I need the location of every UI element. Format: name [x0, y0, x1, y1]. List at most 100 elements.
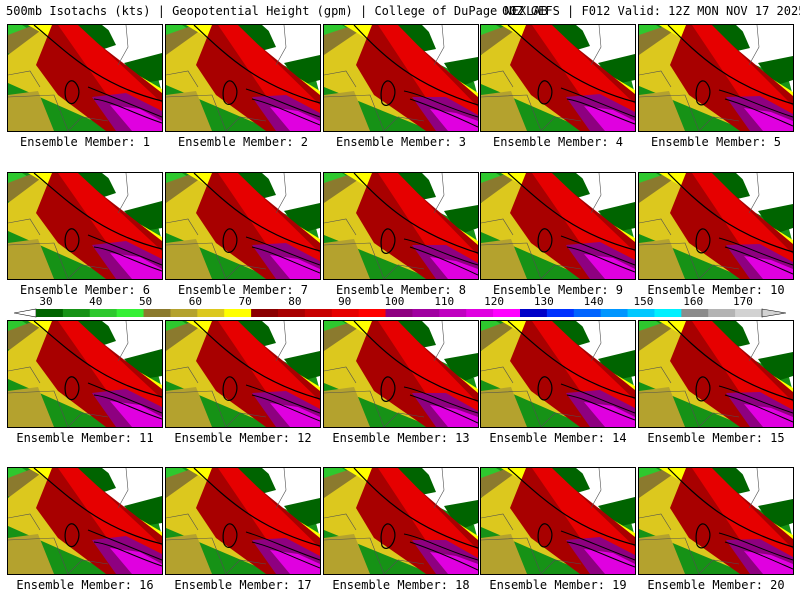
- colorbar-swatch: [654, 309, 682, 317]
- colorbar-right-arrow: [761, 308, 786, 318]
- ensemble-member-label: Ensemble Member: 5: [650, 135, 782, 149]
- map-header: 500mb Isotachs (kts) | Geopotential Heig…: [0, 0, 800, 22]
- ensemble-member-label: Ensemble Member: 19: [489, 578, 627, 592]
- ensemble-member-label: Ensemble Member: 16: [16, 578, 154, 592]
- colorbar-tick-label: 60: [188, 295, 202, 308]
- colorbar-swatch: [493, 309, 521, 317]
- ensemble-member-label: Ensemble Member: 13: [332, 431, 470, 445]
- colorbar-swatch: [170, 309, 198, 317]
- isotach-map: [324, 321, 478, 427]
- colorbar-tick-label: 130: [533, 295, 554, 308]
- ensemble-member-label: Ensemble Member: 12: [174, 431, 312, 445]
- header-title-right: 00Z GEFS | F012 Valid: 12Z MON NOV 17 20…: [502, 4, 800, 18]
- ensemble-map-panel: [323, 320, 479, 428]
- isotach-map: [639, 468, 793, 574]
- isotach-colorbar: 30 40 50 60 70 80 90 100 110 120 130 140 150 160 170: [14, 296, 786, 320]
- colorbar-swatch: [251, 309, 279, 317]
- ensemble-member-label: Ensemble Member: 18: [332, 578, 470, 592]
- colorbar-swatch: [36, 309, 64, 317]
- ensemble-map-panel: [638, 172, 794, 280]
- ensemble-map-panel: [638, 467, 794, 575]
- colorbar-swatch: [681, 309, 709, 317]
- isotach-map: [324, 25, 478, 131]
- ensemble-map-panel: [7, 467, 163, 575]
- isotach-map: [639, 173, 793, 279]
- colorbar-swatch: [520, 309, 548, 317]
- colorbar-swatch: [439, 309, 467, 317]
- colorbar-tick-label: 150: [633, 295, 654, 308]
- colorbar-left-arrow: [14, 308, 37, 318]
- ensemble-member-label: Ensemble Member: 3: [335, 135, 467, 149]
- colorbar-swatch: [143, 309, 171, 317]
- colorbar-swatch: [412, 309, 440, 317]
- isotach-map: [8, 173, 162, 279]
- colorbar-swatch: [600, 309, 629, 317]
- colorbar-tick-label: 120: [484, 295, 504, 308]
- ensemble-member-label: Ensemble Member: 10: [647, 283, 785, 297]
- colorbar-tick-label: 140: [583, 295, 604, 308]
- isotach-map: [639, 321, 793, 427]
- colorbar-tick-label: 160: [683, 295, 704, 308]
- isotach-map: [166, 321, 320, 427]
- ensemble-member-label: Ensemble Member: 2: [177, 135, 309, 149]
- ensemble-member-label: Ensemble Member: 1: [19, 135, 151, 149]
- colorbar-swatch: [116, 309, 145, 317]
- isotach-map: [166, 468, 320, 574]
- colorbar-tick-label: 170: [733, 295, 753, 308]
- isotach-map: [166, 25, 320, 131]
- colorbar-swatch: [89, 309, 118, 317]
- colorbar-tick-label: 110: [434, 295, 455, 308]
- colorbar-swatch: [331, 309, 360, 317]
- ensemble-map-panel: [165, 172, 321, 280]
- ensemble-member-label: Ensemble Member: 15: [647, 431, 785, 445]
- colorbar-swatch: [197, 309, 225, 317]
- ensemble-map-panel: [323, 24, 479, 132]
- colorbar-tick-label: 40: [89, 295, 103, 308]
- ensemble-map-panel: [480, 24, 636, 132]
- ensemble-map-panel: [7, 24, 163, 132]
- ensemble-member-label: Ensemble Member: 4: [492, 135, 624, 149]
- ensemble-member-label: Ensemble Member: 8: [335, 283, 467, 297]
- ensemble-map-panel: [480, 467, 636, 575]
- isotach-map: [481, 173, 635, 279]
- ensemble-member-label: Ensemble Member: 20: [647, 578, 785, 592]
- isotach-map: [8, 468, 162, 574]
- colorbar-swatch: [224, 309, 252, 317]
- colorbar-swatch: [546, 309, 575, 317]
- isotach-map: [324, 468, 478, 574]
- ensemble-member-label: Ensemble Member: 7: [177, 283, 309, 297]
- ensemble-map-panel: [165, 467, 321, 575]
- ensemble-map-panel: [638, 320, 794, 428]
- ensemble-map-panel: [480, 172, 636, 280]
- colorbar-swatch: [304, 309, 333, 317]
- ensemble-member-label: Ensemble Member: 9: [492, 283, 624, 297]
- colorbar-swatch: [735, 309, 763, 317]
- colorbar-swatch: [385, 309, 413, 317]
- colorbar-tick-label: 70: [238, 295, 252, 308]
- ensemble-map-panel: [480, 320, 636, 428]
- isotach-map: [481, 25, 635, 131]
- ensemble-member-label: Ensemble Member: 14: [489, 431, 627, 445]
- isotach-map: [166, 173, 320, 279]
- colorbar-swatch: [358, 309, 387, 317]
- ensemble-map-panel: [165, 24, 321, 132]
- isotach-map: [481, 321, 635, 427]
- isotach-map: [639, 25, 793, 131]
- colorbar-swatch: [708, 309, 736, 317]
- isotach-map: [8, 25, 162, 131]
- colorbar-tick-label: 50: [138, 295, 153, 308]
- colorbar-tick-label: 30: [39, 295, 53, 308]
- colorbar-swatch: [278, 309, 306, 317]
- colorbar-swatch: [466, 309, 494, 317]
- header-title-left: 500mb Isotachs (kts) | Geopotential Heig…: [6, 4, 548, 18]
- ensemble-map-panel: [7, 172, 163, 280]
- ensemble-map-panel: [7, 320, 163, 428]
- ensemble-map-panel: [638, 24, 794, 132]
- ensemble-member-label: Ensemble Member: 17: [174, 578, 312, 592]
- ensemble-map-panel: [323, 172, 479, 280]
- isotach-map: [481, 468, 635, 574]
- colorbar-tick-label: 100: [384, 295, 405, 308]
- colorbar-swatch: [62, 309, 91, 317]
- colorbar-swatch: [573, 309, 602, 317]
- ensemble-member-label: Ensemble Member: 11: [16, 431, 154, 445]
